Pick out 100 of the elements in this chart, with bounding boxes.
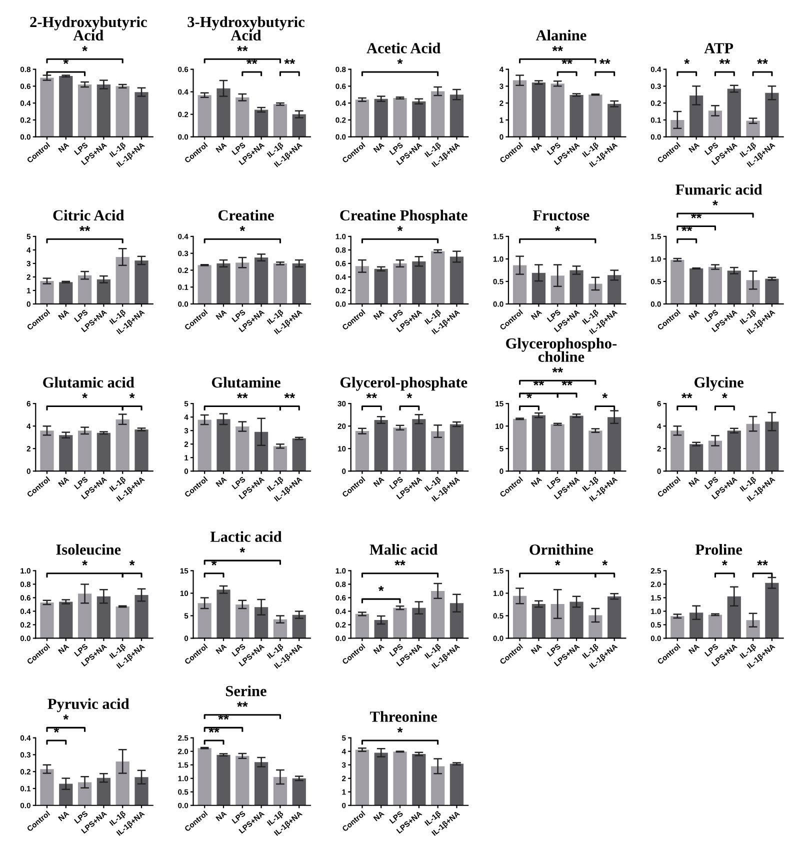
bar [40,281,54,304]
bar [690,444,704,472]
text: ** [600,58,610,64]
bar [550,84,564,137]
bar [134,777,148,806]
bar [608,417,622,472]
chart-title: Glutamine [212,376,280,388]
chart-title: Glutamic acid [43,376,134,388]
text: ** [682,393,692,398]
bar [550,604,564,638]
bar [431,251,445,304]
bar [450,424,464,472]
bar [532,272,546,304]
bar [608,596,622,638]
bar [765,278,779,304]
text: * [82,393,88,398]
bar [216,88,230,137]
chart-title: Isoleucine [56,544,121,555]
bar [96,778,111,806]
bar [96,84,111,137]
bar [355,614,370,638]
bar [254,762,268,806]
bar [198,95,212,137]
bar [292,778,306,806]
bar [292,114,306,137]
bar [393,608,407,638]
bar [412,101,426,137]
bar [532,604,546,638]
chart-title: Acetic Acid [366,42,441,54]
chart-title: Serine [226,685,266,696]
bar [513,80,527,137]
bar [450,256,464,304]
bar [708,267,722,304]
text: ** [284,393,296,398]
bar [513,596,527,638]
bar [393,428,407,472]
bar [690,612,704,638]
text: ** [757,560,768,566]
bar [374,268,388,304]
text: ** [237,702,248,707]
chart-title: Alanine [536,30,586,41]
bar [236,756,250,806]
bar [355,266,370,304]
bar [273,777,288,806]
bar [670,120,684,137]
bar [708,110,722,137]
bar [116,606,130,638]
bar [570,94,584,137]
bar [450,94,464,137]
chart-title: ATP [704,43,734,54]
bar [134,429,148,472]
text: * [63,714,69,720]
chart-title: Glycine [694,376,744,391]
bar [254,110,268,137]
bar [690,95,704,137]
bar [236,426,250,472]
bar [431,431,445,472]
bar [355,100,370,137]
bar [450,764,464,806]
chart-title: Proline [695,544,742,555]
chart-title: Glycerol-phosphate [340,376,468,391]
bar [393,752,407,806]
bar [670,616,684,638]
bar [78,84,92,137]
bar [59,76,73,137]
text: * [554,560,560,566]
bar [727,430,741,472]
bar [431,766,445,806]
text: * [397,727,403,733]
chart-title: Lactic acid [210,531,282,542]
text: ** [237,46,248,52]
bar [273,263,288,304]
bar [254,432,268,472]
bar [292,263,306,304]
bar [532,82,546,137]
text: * [397,58,403,64]
bar [273,619,288,638]
chart-title: Malic acid [370,544,438,555]
bar [198,265,212,304]
text: * [240,547,246,553]
text: * [129,393,135,398]
bar [273,446,288,472]
bar [588,284,602,304]
bar [59,602,73,638]
chart-title: Citric Acid [53,210,124,220]
bar [78,782,92,806]
bar [746,120,760,137]
text: ** [394,560,406,566]
text: * [712,200,718,206]
bar [570,270,584,304]
chart-title: Fumaric acid [676,184,762,195]
bar [198,748,212,806]
bar [746,620,760,638]
bar [727,596,741,638]
chart-title: Creatine Phosphate [340,210,468,224]
bar [78,275,92,304]
chart-title: Threonine [370,711,438,722]
bar [116,419,130,472]
bar [513,418,527,472]
bar [570,602,584,638]
